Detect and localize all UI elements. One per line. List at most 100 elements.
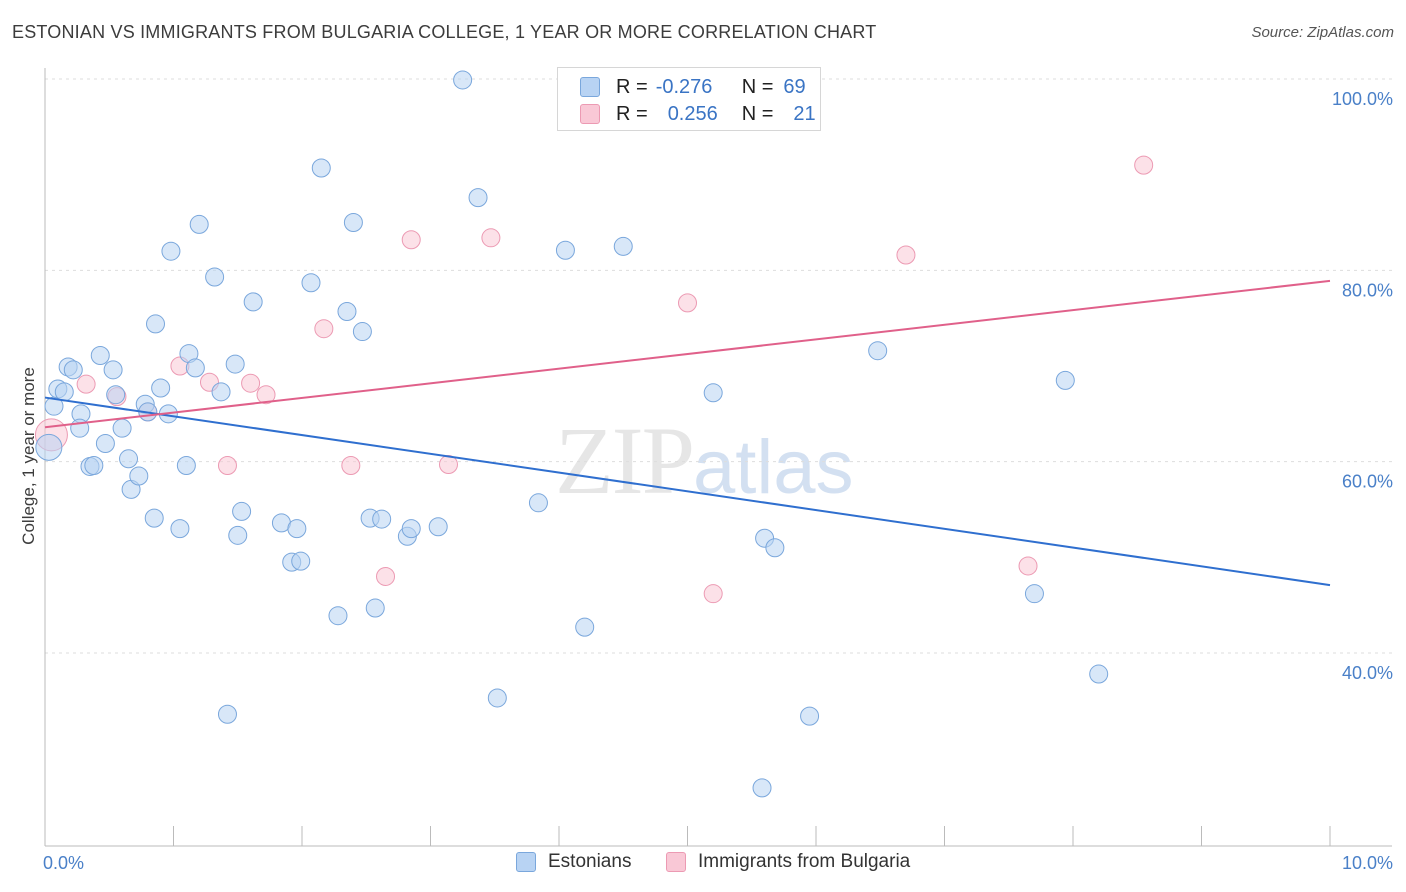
y-tick-label: 100.0% bbox=[1332, 89, 1393, 109]
y-axis-label: College, 1 year or more bbox=[19, 367, 38, 545]
estonians-point bbox=[176, 455, 196, 475]
r-label-a: R = bbox=[616, 75, 648, 98]
chart-title: ESTONIAN VS IMMIGRANTS FROM BULGARIA COL… bbox=[12, 22, 877, 42]
estonians-point bbox=[468, 188, 488, 208]
bottom-bulgaria-label: Immigrants from Bulgaria bbox=[698, 851, 911, 872]
estonians-point bbox=[1055, 370, 1075, 390]
bottom-legend-bulgaria: Immigrants from Bulgaria bbox=[666, 851, 910, 873]
estonians-point bbox=[613, 236, 633, 256]
estonians-point bbox=[232, 501, 252, 521]
bulgaria-point bbox=[896, 245, 916, 265]
estonians-point bbox=[161, 241, 181, 261]
bottom-bulgaria-swatch bbox=[666, 852, 686, 872]
bulgaria-point bbox=[241, 373, 261, 393]
estonians-point bbox=[95, 433, 115, 453]
gridlines bbox=[45, 78, 1392, 654]
stats-legend: R = -0.276 N = 69 R = 0.256 N = 21 bbox=[557, 67, 821, 131]
estonians-point bbox=[372, 509, 392, 529]
bulgaria-trend-line bbox=[44, 279, 1331, 429]
bulgaria-points bbox=[34, 69, 1154, 604]
estonians-point bbox=[365, 598, 385, 618]
estonians-point bbox=[205, 267, 225, 287]
estonians-points bbox=[35, 70, 1109, 798]
n-value-a: 69 bbox=[783, 75, 806, 98]
estonians-point bbox=[1024, 584, 1044, 604]
estonians-point bbox=[185, 358, 205, 378]
bulgaria-point bbox=[217, 455, 237, 475]
estonians-point bbox=[765, 538, 785, 558]
legend-row-estonians: R = -0.276 N = 69 bbox=[580, 74, 806, 100]
estonians-point bbox=[428, 517, 448, 537]
estonians-point bbox=[211, 382, 231, 402]
estonians-point bbox=[487, 688, 507, 708]
estonians-point bbox=[311, 158, 331, 178]
tick-labels: 100.0% 80.0% 60.0% 40.0% 0.0% 10.0% bbox=[43, 89, 1393, 873]
bottom-estonians-label: Estonians bbox=[548, 851, 632, 872]
source-label: Source: ZipAtlas.com bbox=[1251, 24, 1394, 41]
r-label-b: R = bbox=[616, 102, 648, 125]
y-tick-label: 80.0% bbox=[1342, 280, 1393, 300]
bulgaria-point bbox=[256, 385, 276, 405]
bottom-legend-estonians: Estonians bbox=[516, 851, 631, 873]
estonians-point bbox=[291, 551, 311, 571]
watermark: ZIPatlas bbox=[555, 405, 854, 516]
estonians-point bbox=[151, 378, 171, 398]
estonians-point bbox=[129, 466, 149, 486]
bottom-estonians-swatch bbox=[516, 852, 536, 872]
estonians-point bbox=[337, 301, 357, 321]
estonians-point bbox=[243, 292, 263, 312]
estonians-point bbox=[575, 617, 595, 637]
estonians-trend-line bbox=[44, 396, 1331, 587]
estonians-point bbox=[35, 433, 63, 461]
estonians-point bbox=[1089, 664, 1109, 684]
estonians-point bbox=[401, 519, 421, 539]
estonians-point bbox=[170, 519, 190, 539]
estonians-point bbox=[217, 704, 237, 724]
estonians-point bbox=[112, 418, 132, 438]
bulgaria-point bbox=[341, 455, 361, 475]
bulgaria-point bbox=[314, 319, 334, 339]
estonians-point bbox=[63, 360, 83, 380]
bulgaria-point bbox=[1134, 155, 1154, 175]
estonians-point bbox=[84, 455, 104, 475]
estonians-point bbox=[555, 240, 575, 260]
y-tick-label: 60.0% bbox=[1342, 472, 1393, 492]
y-tick-label: 40.0% bbox=[1342, 663, 1393, 683]
estonians-point bbox=[119, 449, 139, 469]
estonians-point bbox=[106, 385, 126, 405]
watermark-zip: ZIP bbox=[555, 407, 695, 514]
n-value-b: 21 bbox=[793, 102, 816, 125]
bulgaria-point bbox=[76, 374, 96, 394]
estonians-point bbox=[752, 778, 772, 798]
estonians-point bbox=[103, 360, 123, 380]
bulgaria-point bbox=[703, 584, 723, 604]
estonians-point bbox=[146, 314, 166, 334]
estonians-point bbox=[528, 493, 548, 513]
estonians-point bbox=[228, 525, 248, 545]
bulgaria-point bbox=[678, 293, 697, 313]
estonians-point bbox=[328, 606, 348, 626]
estonians-point bbox=[800, 706, 820, 726]
legend-row-bulgaria: R = 0.256 N = 21 bbox=[580, 101, 816, 127]
r-value-a: -0.276 bbox=[655, 75, 713, 98]
x-tick-label: 10.0% bbox=[1342, 853, 1393, 873]
estonians-point bbox=[189, 214, 209, 234]
estonians-point bbox=[225, 354, 245, 374]
bulgaria-swatch bbox=[580, 104, 600, 124]
estonians-point bbox=[144, 508, 164, 528]
estonians-point bbox=[301, 273, 321, 293]
r-value-b: 0.256 bbox=[667, 102, 718, 125]
estonians-swatch bbox=[580, 77, 600, 97]
estonians-point bbox=[54, 382, 74, 402]
estonians-point bbox=[287, 519, 307, 539]
n-label-b: N = bbox=[741, 102, 774, 125]
axes bbox=[44, 68, 1392, 847]
estonians-point bbox=[352, 322, 372, 342]
estonians-point bbox=[90, 345, 110, 365]
estonians-point bbox=[703, 383, 723, 403]
x-tick-label: 0.0% bbox=[43, 853, 84, 873]
bulgaria-point bbox=[1018, 556, 1038, 576]
bulgaria-point bbox=[481, 228, 501, 248]
estonians-point bbox=[868, 341, 888, 361]
n-label-a: N = bbox=[741, 75, 774, 98]
